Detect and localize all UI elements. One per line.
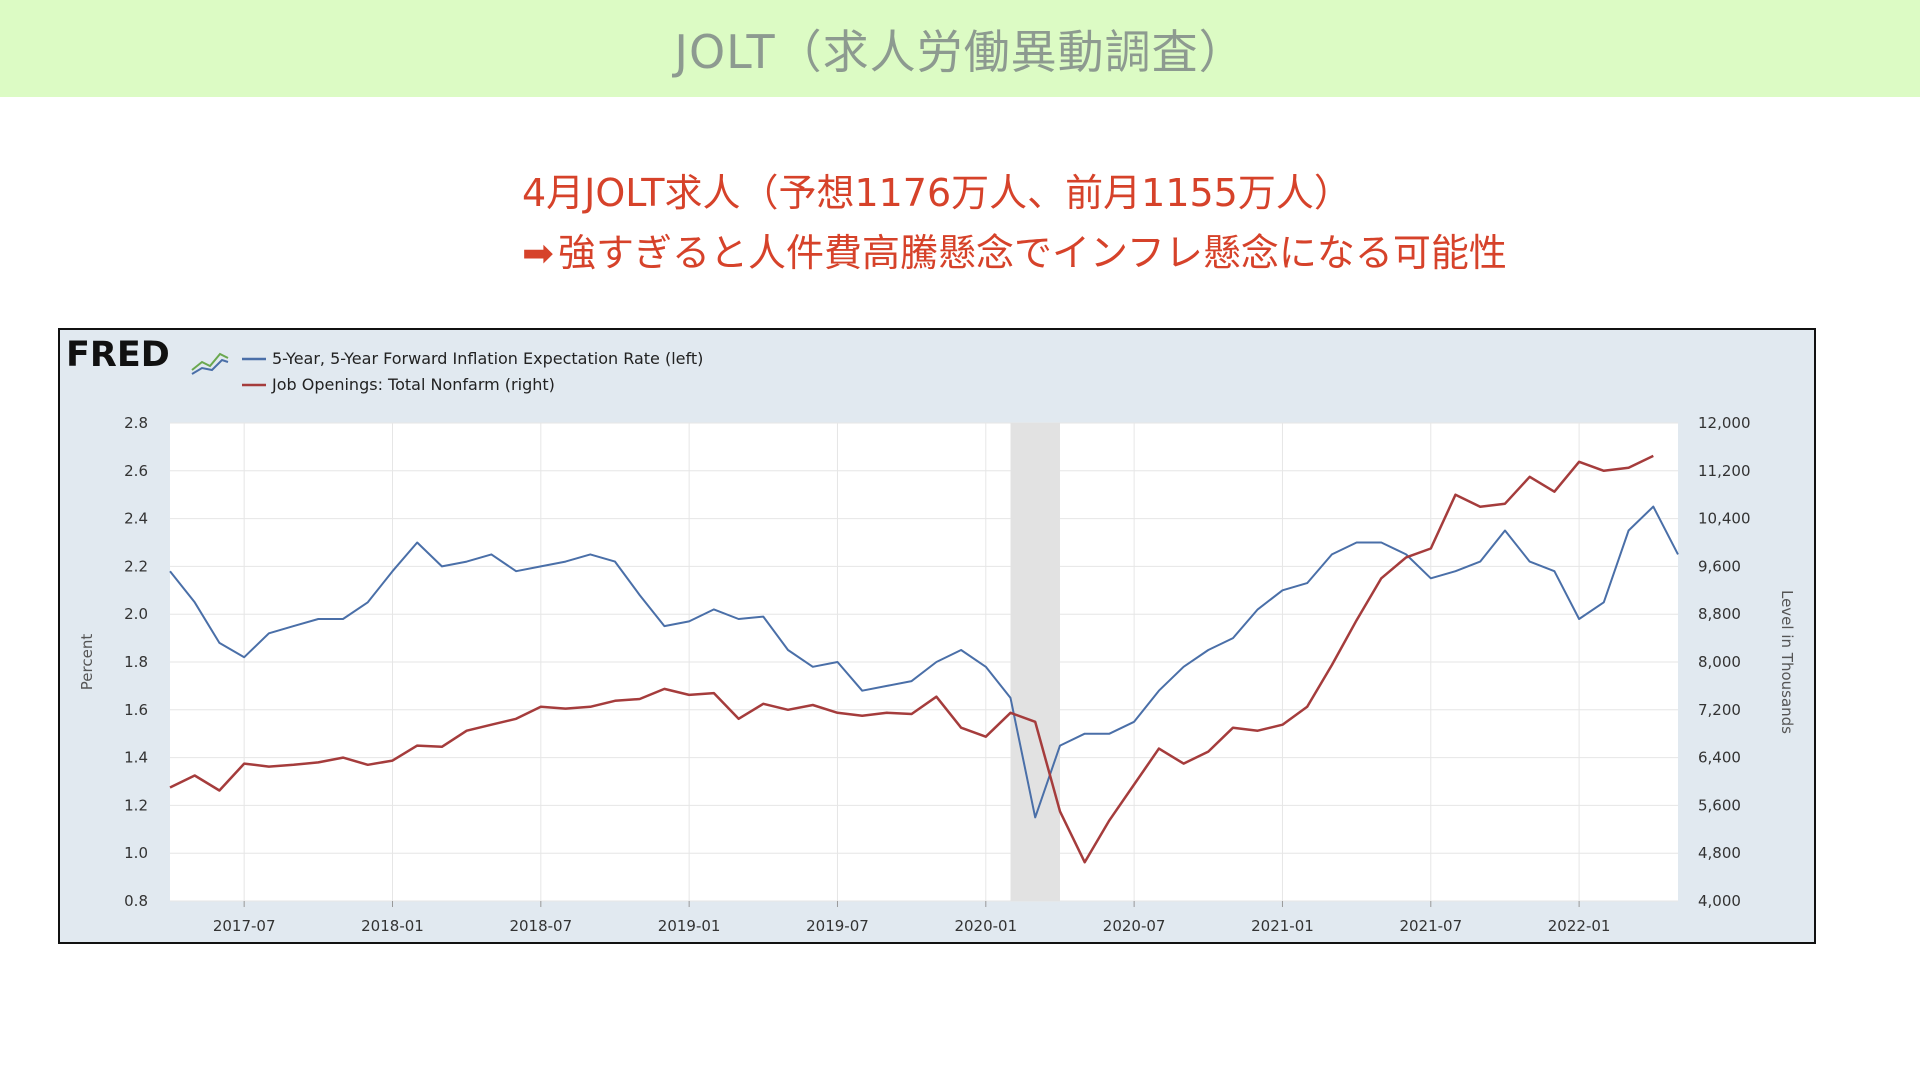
x-tick: 2019-07	[806, 917, 869, 935]
y-tick-left: 2.2	[124, 557, 148, 575]
recession-band	[1010, 423, 1060, 901]
y-tick-left: 1.8	[124, 653, 148, 671]
fred-logo: FRED	[66, 335, 229, 375]
legend-label-left: 5-Year, 5-Year Forward Inflation Expecta…	[272, 349, 703, 368]
right-arrow-icon: ➡	[522, 231, 554, 275]
series-line-job-openings	[169, 454, 1654, 864]
legend: 5-Year, 5-Year Forward Inflation Expecta…	[242, 349, 703, 394]
subtitle-block: 4月JOLT求人（予想1176万人、前月1155万人） ➡ 強すぎると人件費高騰懸…	[522, 163, 1507, 283]
fred-chart: 2.8 2.6 2.4 2.2 2.0 1.8 1.6 1.4 1.2 1.0 0.8 12,000 1…	[66, 335, 1796, 935]
title-banner: JOLT（求人労働異動調査）	[0, 0, 1920, 97]
grid-lines	[170, 422, 1678, 902]
y-tick-right: 7,200	[1698, 701, 1741, 719]
y-tick-left: 1.6	[124, 701, 148, 719]
page-title: JOLT（求人労働異動調査）	[674, 24, 1246, 79]
series-layer	[169, 454, 1679, 864]
x-tick: 2020-07	[1103, 917, 1166, 935]
subtitle-line-2-text: 強すぎると人件費高騰懸念でインフレ懸念になる可能性	[558, 231, 1507, 275]
x-tick: 2018-01	[361, 917, 424, 935]
x-tick: 2022-01	[1548, 917, 1611, 935]
y-tick-left: 2.4	[124, 510, 148, 528]
y-axis-title-left: Percent	[78, 634, 96, 691]
y-tick-left: 1.0	[124, 844, 148, 862]
y-tick-right: 4,000	[1698, 892, 1741, 910]
x-tick: 2019-01	[658, 917, 721, 935]
subtitle-line-1: 4月JOLT求人（予想1176万人、前月1155万人）	[522, 171, 1352, 215]
y-tick-left: 1.4	[124, 749, 148, 767]
x-tick: 2021-07	[1399, 917, 1462, 935]
series-line-inflation-expectation	[169, 505, 1679, 819]
y-tick-left: 0.8	[124, 892, 148, 910]
legend-label-right: Job Openings: Total Nonfarm (right)	[271, 375, 555, 394]
x-tick: 2021-01	[1251, 917, 1314, 935]
recession-shading	[1010, 423, 1060, 901]
axis-layer: 2.8 2.6 2.4 2.2 2.0 1.8 1.6 1.4 1.2 1.0 0.8 12,000 1…	[124, 414, 1750, 935]
y-tick-right: 8,000	[1698, 653, 1741, 671]
y-tick-right: 12,000	[1698, 414, 1751, 432]
y-tick-right: 6,400	[1698, 749, 1741, 767]
y-tick-right: 8,800	[1698, 605, 1741, 623]
x-tick: 2020-01	[954, 917, 1017, 935]
fred-logo-chart-icon	[191, 352, 229, 371]
y-tick-left: 2.6	[124, 462, 148, 480]
fred-logo-text: FRED	[66, 335, 170, 375]
fred-logo-chart-icon-2	[191, 358, 229, 375]
y-tick-right: 11,200	[1698, 462, 1751, 480]
y-tick-right: 9,600	[1698, 557, 1741, 575]
y-tick-left: 2.8	[124, 414, 148, 432]
subtitle-line-2: ➡ 強すぎると人件費高騰懸念でインフレ懸念になる可能性	[522, 223, 1507, 283]
y-tick-left: 1.2	[124, 796, 148, 814]
y-tick-right: 5,600	[1698, 796, 1741, 814]
y-tick-right: 4,800	[1698, 844, 1741, 862]
x-tick: 2018-07	[509, 917, 572, 935]
x-tick: 2017-07	[213, 917, 276, 935]
y-tick-right: 10,400	[1698, 510, 1751, 528]
y-tick-left: 2.0	[124, 605, 148, 623]
chart-frame: 2.8 2.6 2.4 2.2 2.0 1.8 1.6 1.4 1.2 1.0 0.8 12,000 1…	[58, 328, 1816, 944]
y-axis-title-right: Level in Thousands	[1778, 590, 1796, 734]
